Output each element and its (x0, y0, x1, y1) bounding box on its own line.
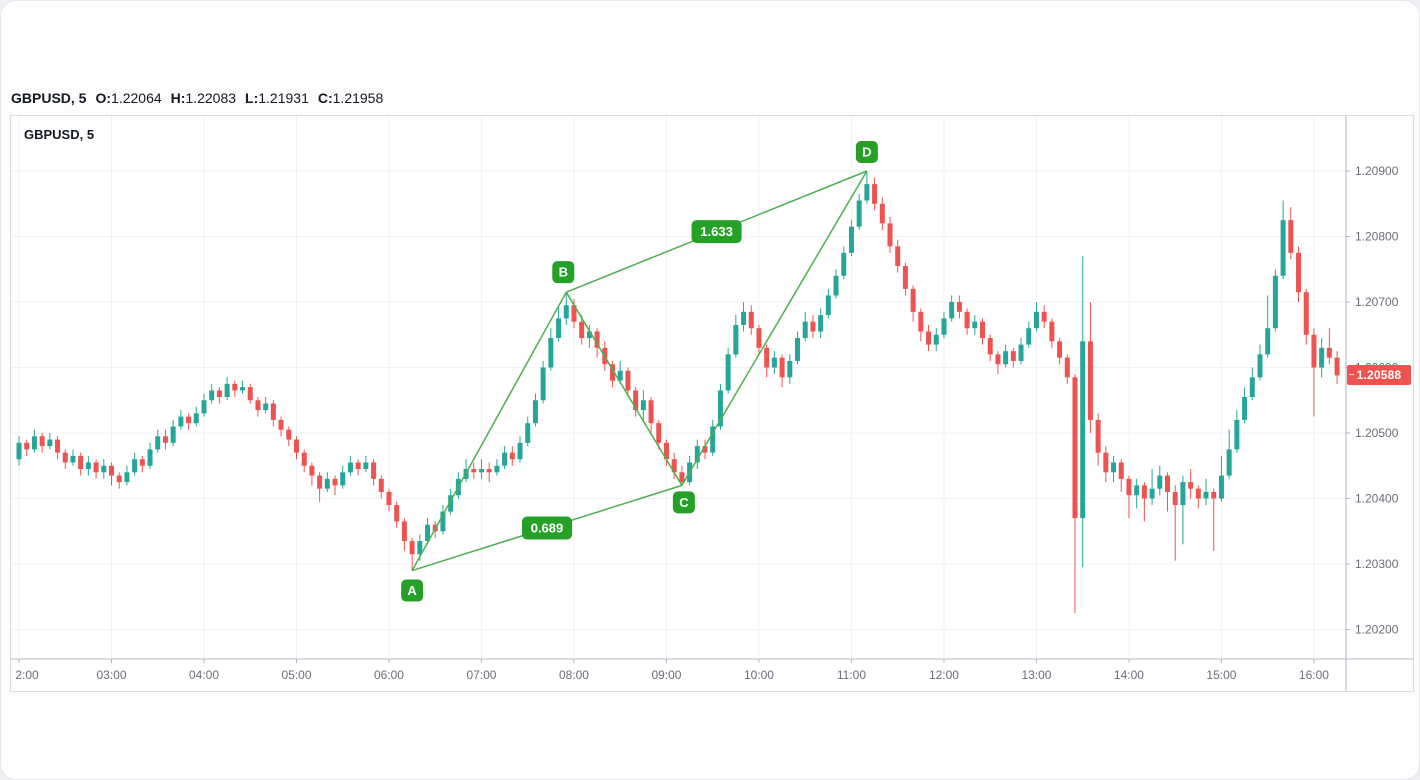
open-value: 1.22064 (111, 90, 162, 106)
chart-panel: GBPUSD, 5 0.689 1.633 A B C D 1.20900 1.20800 1.… (10, 115, 1414, 692)
svg-text:10:00: 10:00 (744, 668, 774, 682)
svg-text:11:00: 11:00 (837, 668, 866, 682)
svg-text:1.20900: 1.20900 (1355, 164, 1399, 178)
price-badge-tick (1349, 374, 1354, 376)
svg-text:07:00: 07:00 (466, 668, 496, 682)
svg-text:1.20300: 1.20300 (1355, 557, 1399, 571)
svg-text:A: A (407, 583, 417, 598)
svg-text:04:00: 04:00 (189, 668, 219, 682)
chart-legend: GBPUSD, 5 (24, 127, 95, 142)
open-field: O:1.22064 (95, 90, 161, 106)
high-label: H: (170, 90, 186, 106)
candlestick-chart-canvas[interactable]: 0.6891.633ABCD1.209001.208001.207001.206… (11, 116, 1413, 691)
svg-text:2:00: 2:00 (15, 668, 39, 682)
low-field: L:1.21931 (245, 90, 309, 106)
svg-text:15:00: 15:00 (1206, 668, 1236, 682)
svg-text:09:00: 09:00 (651, 668, 681, 682)
svg-text:1.20400: 1.20400 (1355, 492, 1399, 506)
svg-text:1.20700: 1.20700 (1355, 295, 1399, 309)
ohlc-header: GBPUSD, 5 O:1.22064 H:1.22083 L:1.21931 … (11, 90, 383, 106)
close-field: C:1.21958 (318, 90, 383, 106)
svg-text:1.633: 1.633 (700, 224, 733, 239)
svg-text:03:00: 03:00 (96, 668, 126, 682)
svg-text:14:00: 14:00 (1114, 668, 1144, 682)
svg-text:1.20200: 1.20200 (1355, 623, 1399, 637)
svg-text:D: D (862, 145, 871, 160)
last-price-badge: 1.20588 (1347, 365, 1411, 386)
last-price-value: 1.20588 (1356, 368, 1402, 383)
svg-text:C: C (679, 495, 689, 510)
low-value: 1.21931 (258, 90, 309, 106)
svg-text:1.20800: 1.20800 (1355, 230, 1399, 244)
svg-text:B: B (559, 265, 568, 280)
close-value: 1.21958 (332, 90, 384, 106)
svg-text:16:00: 16:00 (1299, 668, 1329, 682)
svg-text:05:00: 05:00 (281, 668, 311, 682)
open-label: O: (95, 90, 112, 106)
svg-text:1.20500: 1.20500 (1355, 426, 1399, 440)
svg-text:06:00: 06:00 (374, 668, 404, 682)
low-label: L: (245, 90, 259, 106)
symbol-interval-label: GBPUSD, 5 (11, 90, 87, 106)
high-field: H:1.22083 (171, 90, 236, 106)
svg-text:12:00: 12:00 (929, 668, 959, 682)
svg-text:13:00: 13:00 (1021, 668, 1051, 682)
svg-text:0.689: 0.689 (531, 520, 564, 535)
high-value: 1.22083 (185, 90, 237, 106)
svg-text:08:00: 08:00 (559, 668, 589, 682)
close-label: C: (317, 90, 333, 106)
